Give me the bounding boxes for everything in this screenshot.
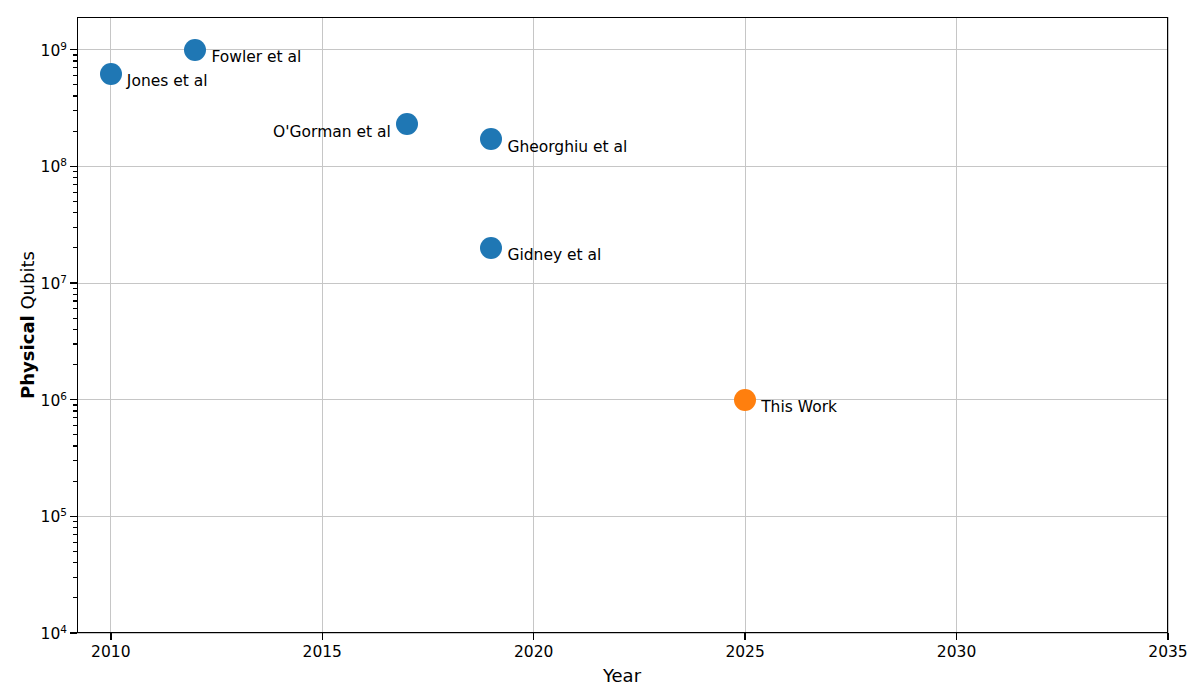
x-tick-mark bbox=[744, 633, 746, 640]
y-minor-tick-mark bbox=[73, 308, 77, 309]
y-minor-tick-mark bbox=[73, 227, 77, 228]
y-minor-tick-mark bbox=[73, 294, 77, 295]
y-tick-label: 108 bbox=[41, 156, 67, 176]
x-axis-label: Year bbox=[603, 665, 641, 686]
data-point-gheorghiu-et-al bbox=[480, 128, 502, 150]
y-axis-label-rest: Qubits bbox=[17, 251, 38, 315]
y-minor-tick-mark bbox=[73, 95, 77, 96]
point-label: Gidney et al bbox=[507, 246, 601, 264]
y-minor-tick-mark bbox=[73, 184, 77, 185]
y-minor-tick-mark bbox=[73, 110, 77, 111]
x-tick-label: 2025 bbox=[725, 643, 764, 661]
y-minor-tick-mark bbox=[73, 67, 77, 68]
point-label: O'Gorman et al bbox=[273, 123, 391, 141]
point-label: Jones et al bbox=[127, 72, 208, 90]
y-minor-tick-mark bbox=[73, 562, 77, 563]
y-minor-tick-mark bbox=[73, 425, 77, 426]
scatter-figure: 2010 2015 2020 2025 2030 2035 104 105 106 107 108 1… bbox=[0, 0, 1200, 700]
plot-area bbox=[77, 17, 1168, 633]
y-minor-tick-mark bbox=[73, 417, 77, 418]
data-point-this-work bbox=[734, 389, 756, 411]
y-tick-label: 109 bbox=[41, 40, 67, 60]
y-minor-tick-mark bbox=[73, 534, 77, 535]
y-minor-tick-mark bbox=[73, 542, 77, 543]
y-tick-mark bbox=[70, 282, 77, 284]
point-label: Gheorghiu et al bbox=[507, 138, 627, 156]
data-point-o-gorman-et-al bbox=[396, 113, 418, 135]
point-label: This Work bbox=[761, 398, 837, 416]
y-minor-tick-mark bbox=[73, 410, 77, 411]
y-minor-tick-mark bbox=[73, 551, 77, 552]
y-minor-tick-mark bbox=[73, 329, 77, 330]
y-tick-mark bbox=[70, 516, 77, 518]
y-minor-tick-mark bbox=[73, 201, 77, 202]
y-minor-tick-mark bbox=[73, 343, 77, 344]
y-minor-tick-mark bbox=[73, 75, 77, 76]
x-tick-mark bbox=[956, 633, 958, 640]
y-minor-tick-mark bbox=[73, 318, 77, 319]
y-minor-tick-mark bbox=[73, 177, 77, 178]
y-minor-tick-mark bbox=[73, 131, 77, 132]
y-minor-tick-mark bbox=[73, 434, 77, 435]
y-minor-tick-mark bbox=[73, 192, 77, 193]
y-minor-tick-mark bbox=[73, 404, 77, 405]
y-minor-tick-mark bbox=[73, 597, 77, 598]
data-point-gidney-et-al bbox=[480, 237, 502, 259]
y-axis-label-bold: Physical bbox=[17, 315, 38, 399]
y-tick-label: 104 bbox=[41, 623, 67, 643]
y-minor-tick-mark bbox=[73, 171, 77, 172]
y-minor-tick-mark bbox=[73, 460, 77, 461]
x-tick-mark bbox=[1167, 633, 1169, 640]
y-tick-label: 105 bbox=[41, 506, 67, 526]
x-tick-mark bbox=[110, 633, 112, 640]
y-tick-mark bbox=[70, 632, 77, 634]
x-tick-label: 2015 bbox=[303, 643, 342, 661]
x-tick-label: 2030 bbox=[937, 643, 976, 661]
data-point-fowler-et-al bbox=[184, 39, 206, 61]
x-tick-label: 2020 bbox=[514, 643, 553, 661]
x-tick-label: 2010 bbox=[91, 643, 130, 661]
y-minor-tick-mark bbox=[73, 288, 77, 289]
y-minor-tick-mark bbox=[73, 481, 77, 482]
y-minor-tick-mark bbox=[73, 521, 77, 522]
y-minor-tick-mark bbox=[73, 577, 77, 578]
x-tick-label: 2035 bbox=[1148, 643, 1187, 661]
y-minor-tick-mark bbox=[73, 527, 77, 528]
y-tick-label: 107 bbox=[41, 273, 67, 293]
data-point-jones-et-al bbox=[100, 63, 122, 85]
y-minor-tick-mark bbox=[73, 84, 77, 85]
y-minor-tick-mark bbox=[73, 54, 77, 55]
x-tick-mark bbox=[533, 633, 535, 640]
y-minor-tick-mark bbox=[73, 364, 77, 365]
y-tick-label: 106 bbox=[41, 390, 67, 410]
y-minor-tick-mark bbox=[73, 212, 77, 213]
y-minor-tick-mark bbox=[73, 60, 77, 61]
y-minor-tick-mark bbox=[73, 445, 77, 446]
y-minor-tick-mark bbox=[73, 300, 77, 301]
y-minor-tick-mark bbox=[73, 247, 77, 248]
y-axis-label: Physical Qubits bbox=[17, 251, 38, 399]
y-tick-mark bbox=[70, 49, 77, 51]
y-tick-mark bbox=[70, 166, 77, 168]
x-tick-mark bbox=[322, 633, 324, 640]
y-tick-mark bbox=[70, 399, 77, 401]
point-label: Fowler et al bbox=[211, 48, 301, 66]
